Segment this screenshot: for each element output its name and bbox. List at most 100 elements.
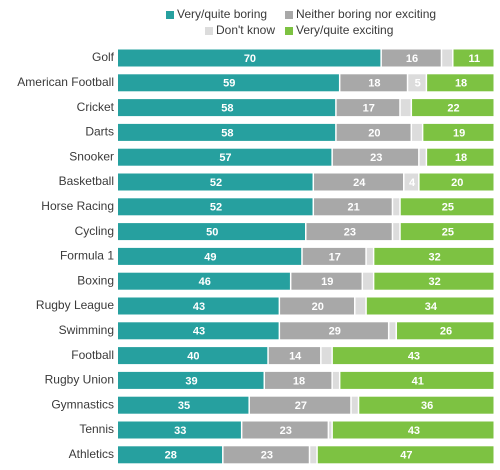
value-label: 18 (455, 78, 467, 90)
value-label: 23 (280, 425, 292, 437)
value-label: 57 (219, 152, 231, 164)
bar-segment (400, 198, 494, 216)
bar-segment (249, 396, 351, 414)
y-tick-label: Athletics (69, 447, 114, 461)
legend-label: Very/quite boring (177, 7, 267, 21)
bar-segment (317, 446, 494, 464)
bar-segment (118, 347, 268, 365)
value-label: 18 (368, 78, 380, 90)
bar-segment (374, 272, 494, 290)
bar-segment (118, 198, 313, 216)
bar-segment (340, 74, 407, 92)
value-label: 4 (409, 177, 416, 189)
bar-segment (118, 421, 241, 439)
value-label: 46 (199, 276, 211, 288)
value-label: 17 (329, 251, 341, 263)
value-label: 59 (223, 78, 235, 90)
bar-segment (419, 173, 494, 191)
bar-segment (389, 322, 396, 340)
bar-segment (118, 371, 264, 389)
bar-segment (332, 421, 494, 439)
legend-swatch (285, 27, 293, 35)
bar-segment (359, 396, 494, 414)
y-tick-label: Formula 1 (60, 249, 114, 263)
bar-segment (302, 247, 366, 265)
value-label: 20 (451, 177, 463, 189)
bar-segment (404, 173, 419, 191)
bar-segment (280, 297, 355, 315)
value-label: 43 (193, 326, 205, 338)
bar-segment (332, 347, 494, 365)
value-label: 25 (442, 227, 454, 239)
value-label: 52 (210, 177, 222, 189)
bar-segment (265, 371, 332, 389)
bar-segment (366, 297, 494, 315)
bar-segment (118, 396, 249, 414)
value-label: 50 (206, 227, 218, 239)
legend-label: Neither boring nor exciting (296, 7, 436, 21)
value-label: 58 (221, 103, 233, 115)
bar-segment (412, 99, 494, 117)
bar-segment (118, 99, 336, 117)
bar-segment (423, 123, 494, 141)
value-label: 43 (408, 425, 420, 437)
y-tick-label: Boxing (77, 273, 114, 287)
value-label: 34 (425, 301, 438, 313)
y-tick-label: Cycling (75, 224, 114, 238)
value-label: 23 (370, 152, 382, 164)
value-label: 25 (442, 202, 454, 214)
value-label: 27 (295, 400, 307, 412)
y-tick-label: Rugby League (36, 298, 114, 312)
y-tick-label: Snooker (69, 149, 114, 163)
bar-segment (118, 148, 332, 166)
value-label: 24 (353, 177, 366, 189)
bar-segment (393, 223, 400, 241)
value-label: 43 (408, 351, 420, 363)
value-label: 47 (400, 450, 412, 462)
value-label: 52 (210, 202, 222, 214)
value-label: 58 (221, 127, 233, 139)
bar-segment (118, 49, 381, 67)
bar-segment (400, 99, 411, 117)
y-tick-label: American Football (17, 75, 114, 89)
value-label: 49 (204, 251, 216, 263)
bar-segment (393, 198, 400, 216)
value-label: 19 (321, 276, 333, 288)
value-label: 18 (455, 152, 467, 164)
bar-segment (340, 371, 494, 389)
legend-label: Don't know (216, 23, 275, 37)
y-tick-label: Swimming (59, 323, 114, 337)
y-tick-label: Golf (92, 50, 115, 64)
value-label: 40 (187, 351, 199, 363)
bar-segment (314, 173, 404, 191)
value-label: 20 (368, 127, 380, 139)
bar-segment (374, 247, 494, 265)
bar-segment (118, 123, 336, 141)
bar-segment (419, 148, 426, 166)
legend-swatch (205, 27, 213, 35)
value-label: 20 (312, 301, 324, 313)
bar-segment (332, 371, 339, 389)
bar-segment (412, 123, 422, 141)
value-label: 11 (468, 53, 480, 65)
value-label: 14 (289, 351, 302, 363)
bar-segment (351, 396, 358, 414)
bar-segment (118, 322, 279, 340)
value-label: 29 (329, 326, 341, 338)
value-label: 32 (429, 276, 441, 288)
bar-segment (366, 247, 373, 265)
y-tick-label: Gymnastics (51, 397, 114, 411)
bar-segment (268, 347, 321, 365)
value-label: 5 (415, 78, 421, 90)
value-label: 70 (244, 53, 256, 65)
value-label: 17 (363, 103, 375, 115)
y-tick-label: Horse Racing (41, 199, 114, 213)
bar-segment (329, 421, 332, 439)
bar-segment (363, 272, 373, 290)
bar-segment (332, 148, 419, 166)
bar-segment (223, 446, 309, 464)
value-label: 19 (453, 127, 465, 139)
legend-swatch (285, 11, 293, 19)
bar-segment (321, 347, 332, 365)
